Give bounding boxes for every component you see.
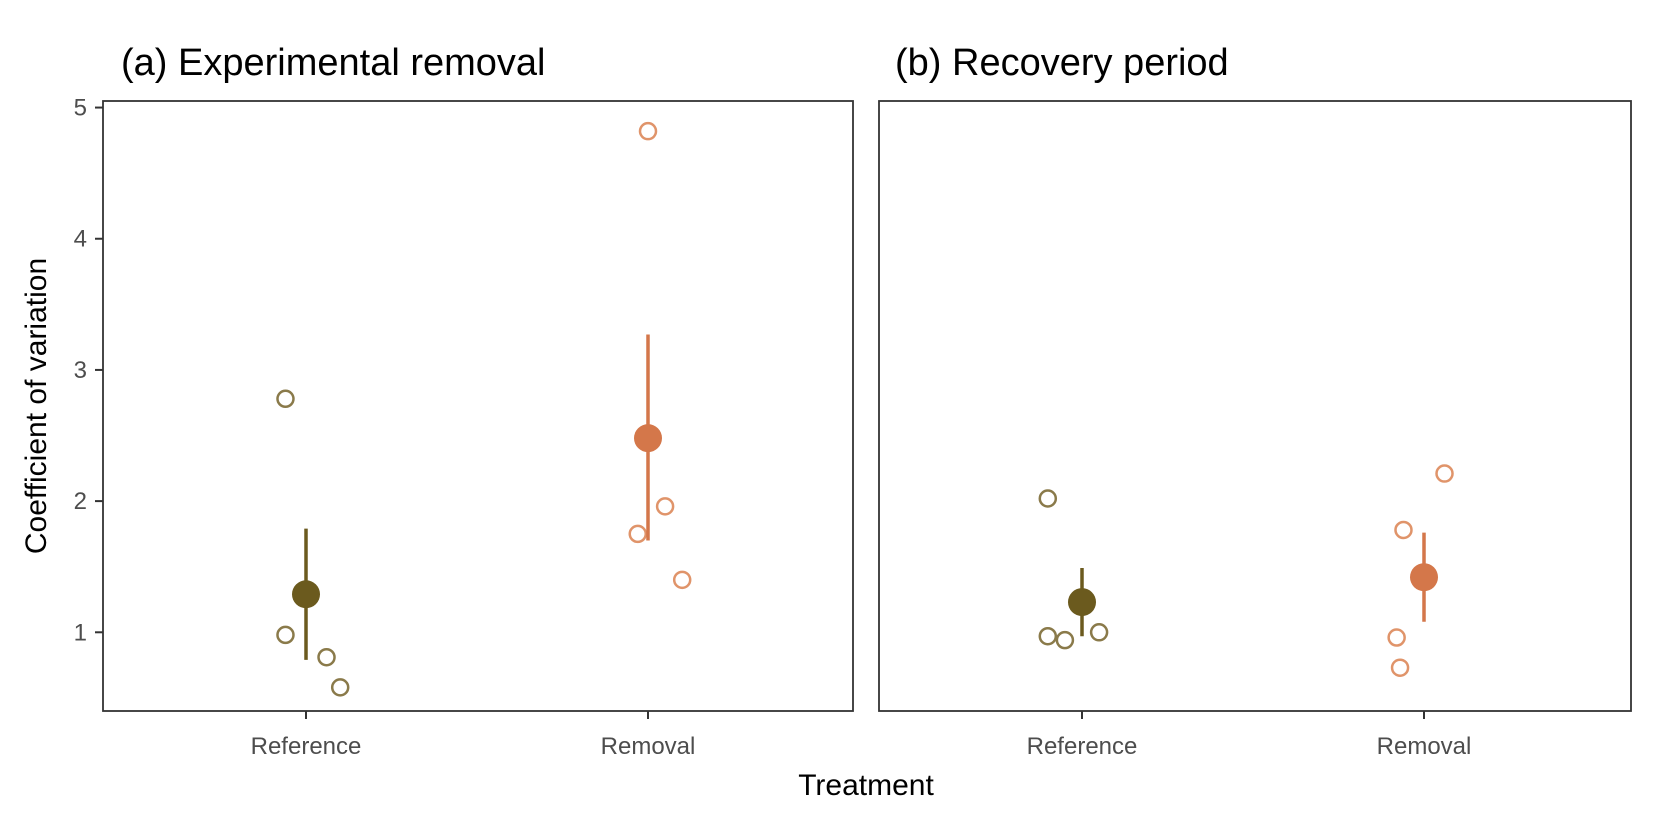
x-tick-label: Removal	[601, 733, 696, 760]
x-axis-title: Treatment	[798, 769, 934, 802]
data-point	[1038, 626, 1058, 646]
data-point	[317, 647, 336, 667]
panel-b: (b) Recovery period Reference Removal	[878, 42, 1632, 760]
data-point	[1435, 464, 1454, 483]
data-point	[1038, 489, 1058, 508]
y-tick-label: 5	[74, 95, 87, 122]
y-tick-label: 1	[74, 619, 87, 646]
data-point	[1394, 520, 1413, 540]
panel-a: (a) Experimental removal 1 2 3 4 5 Reference…	[74, 42, 854, 760]
mean-point	[292, 580, 320, 609]
panel-a-x-axis: Reference Removal	[251, 711, 696, 760]
data-point	[672, 570, 692, 590]
data-point	[276, 389, 295, 409]
data-point	[638, 121, 658, 141]
data-point	[628, 524, 647, 544]
data-point	[1390, 658, 1410, 677]
mean-point	[1068, 588, 1096, 617]
data-point	[1055, 630, 1075, 650]
x-tick-label: Reference	[251, 733, 362, 760]
mean-point	[1410, 563, 1438, 592]
data-point	[330, 678, 350, 697]
y-tick-label: 2	[74, 488, 87, 515]
data-point	[655, 497, 675, 516]
y-tick-label: 3	[74, 357, 87, 384]
y-axis: 1 2 3 4 5	[74, 95, 103, 646]
panel-a-frame	[102, 100, 854, 712]
y-tick-label: 4	[74, 226, 87, 253]
panel-b-frame	[878, 100, 1632, 712]
data-point	[276, 625, 295, 645]
mean-point	[634, 424, 662, 453]
x-tick-label: Removal	[1377, 733, 1472, 760]
data-point	[1089, 623, 1109, 642]
y-axis-title: Coefficient of variation	[20, 258, 53, 554]
panel-a-title: (a) Experimental removal	[121, 42, 545, 84]
panel-b-x-axis: Reference Removal	[1027, 711, 1472, 760]
panel-a-marks	[276, 121, 692, 697]
x-tick-label: Reference	[1027, 733, 1138, 760]
data-point	[1387, 628, 1406, 647]
panel-b-title: (b) Recovery period	[895, 42, 1229, 84]
panel-b-marks	[1038, 464, 1454, 677]
